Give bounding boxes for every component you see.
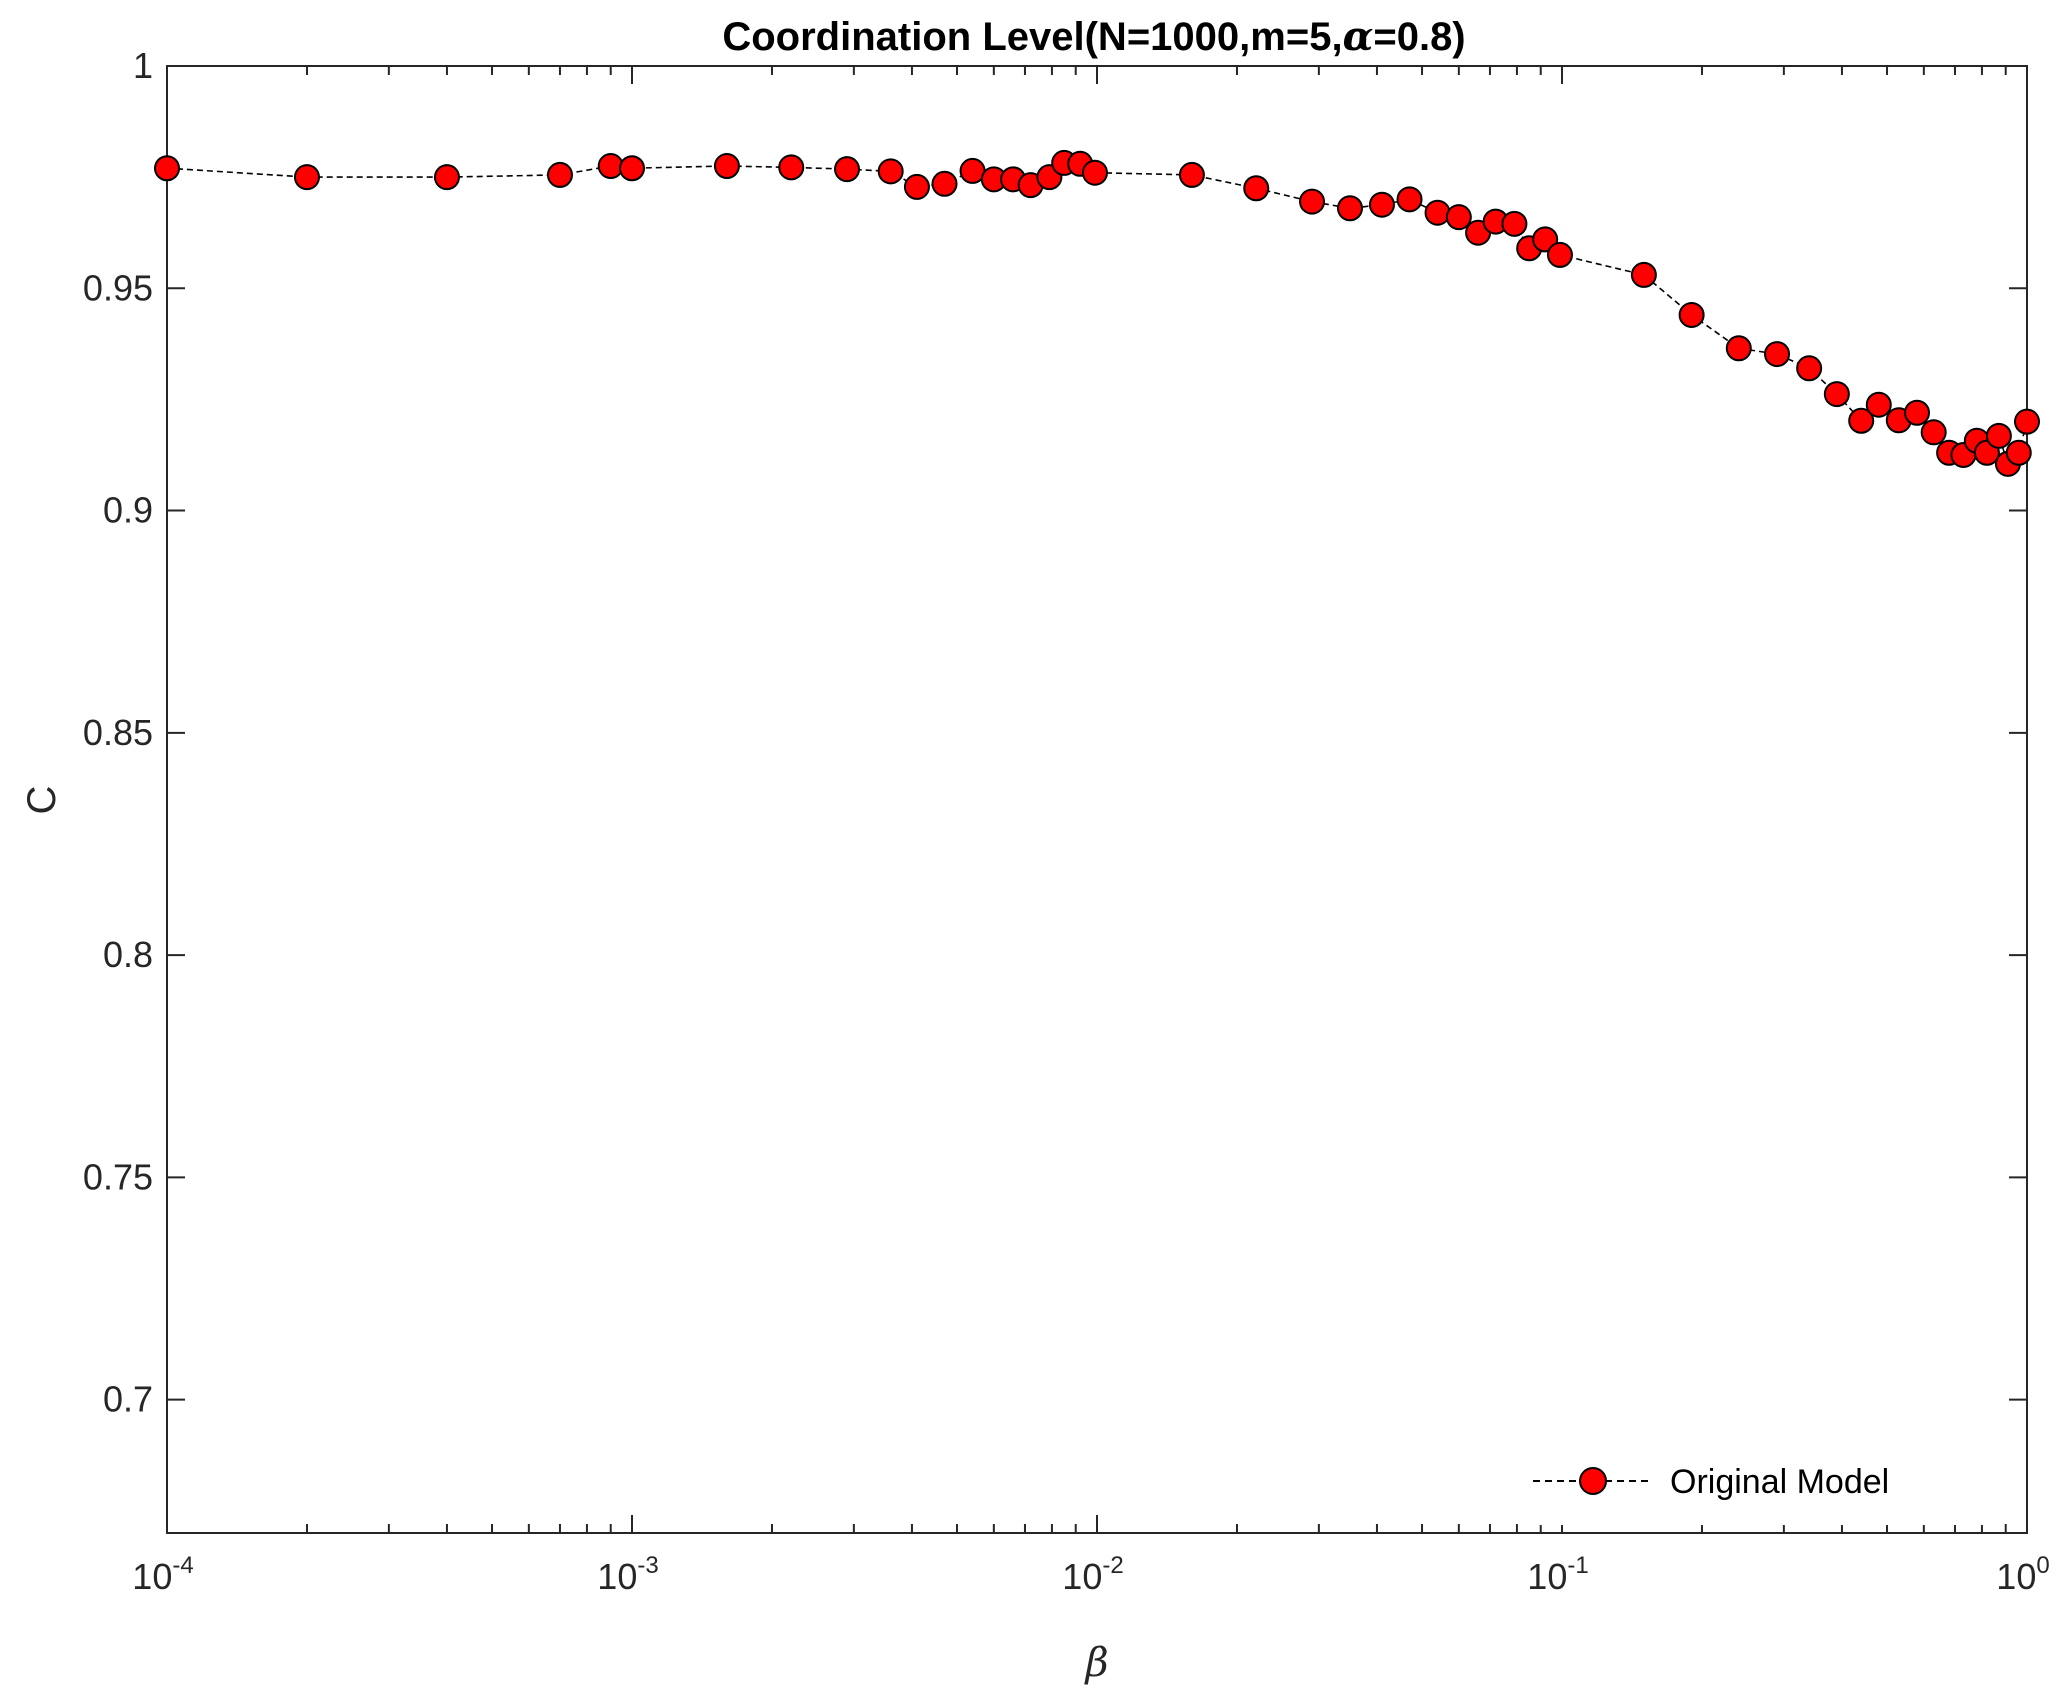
- x-tick-label-base: 10: [1527, 1556, 1567, 1597]
- plot-area: [166, 65, 2028, 1534]
- data-point: [1764, 341, 1791, 368]
- data-point: [1396, 186, 1423, 213]
- data-point: [1501, 210, 1528, 237]
- data-point: [433, 164, 460, 191]
- x-tick-label-base: 10: [597, 1556, 637, 1597]
- x-tick-label-base: 10: [1996, 1556, 2036, 1597]
- data-point: [903, 173, 930, 200]
- data-point: [1546, 241, 1573, 268]
- x-tick-label: 10-1: [1527, 1552, 1588, 1597]
- x-tick-label: 100: [1996, 1552, 2049, 1597]
- title-suffix: =0.8): [1373, 15, 1465, 59]
- title-prefix: Coordination Level(N=1000,m=5,: [722, 15, 1342, 59]
- x-tick-label-exponent: -4: [172, 1552, 193, 1579]
- x-tick-label-exponent: -2: [1102, 1552, 1123, 1579]
- data-point: [834, 156, 861, 183]
- legend-entry-label: Original Model: [1670, 1463, 1889, 1501]
- x-tick-label-exponent: -1: [1567, 1552, 1588, 1579]
- y-tick-label: 0.75: [83, 1156, 153, 1197]
- x-tick-label-exponent: -3: [637, 1552, 658, 1579]
- x-axis-label: β: [1083, 1640, 1108, 1686]
- y-tick-label: 0.85: [83, 712, 153, 753]
- x-tick-label-base: 10: [1062, 1556, 1102, 1597]
- data-point: [1630, 261, 1657, 288]
- data-point: [1985, 422, 2012, 449]
- data-point: [2005, 439, 2032, 466]
- x-tick-label-base: 10: [132, 1556, 172, 1597]
- data-point: [1903, 399, 1930, 426]
- data-point: [1178, 161, 1205, 188]
- legend: Original Model: [1518, 1455, 1988, 1525]
- x-tick-label: 10-3: [597, 1552, 658, 1597]
- data-point: [1865, 391, 1892, 418]
- data-point: [1823, 381, 1850, 408]
- data-point: [293, 164, 320, 191]
- y-tick-label: 0.7: [103, 1379, 153, 1420]
- data-point: [546, 161, 573, 188]
- data-point: [931, 170, 958, 197]
- y-tick-label: 0.8: [103, 934, 153, 975]
- data-point: [619, 155, 645, 182]
- chart-title: Coordination Level(N=1000,m=5,α=0.8): [722, 13, 1465, 60]
- data-point: [1678, 301, 1705, 328]
- y-tick-label: 1: [133, 45, 153, 86]
- legend-marker-sample: [1579, 1467, 1607, 1495]
- data-point: [1243, 175, 1270, 202]
- data-point: [597, 153, 624, 180]
- data-point: [778, 154, 805, 181]
- data-point: [1725, 335, 1752, 362]
- x-tick-label: 10-4: [132, 1552, 193, 1597]
- y-axis-label: C: [20, 786, 64, 815]
- x-tick-label-exponent: 0: [2036, 1552, 2049, 1579]
- data-point: [1445, 204, 1472, 231]
- data-point: [1848, 407, 1875, 434]
- data-point: [1424, 199, 1451, 226]
- data-point: [1081, 159, 1108, 186]
- data-point: [154, 155, 180, 182]
- x-tick-label: 10-2: [1062, 1552, 1123, 1597]
- y-tick-label: 0.9: [103, 490, 153, 531]
- data-point: [1368, 191, 1395, 218]
- data-point: [1920, 419, 1947, 446]
- y-tick-label: 0.95: [83, 267, 153, 308]
- data-point: [713, 153, 740, 180]
- data-point: [1796, 355, 1823, 382]
- data-point: [877, 158, 904, 185]
- data-point: [1336, 195, 1363, 222]
- data-point: [1299, 188, 1326, 215]
- data-series: [154, 149, 2040, 477]
- data-point: [2014, 408, 2040, 435]
- title-alpha-symbol: α: [1343, 13, 1374, 60]
